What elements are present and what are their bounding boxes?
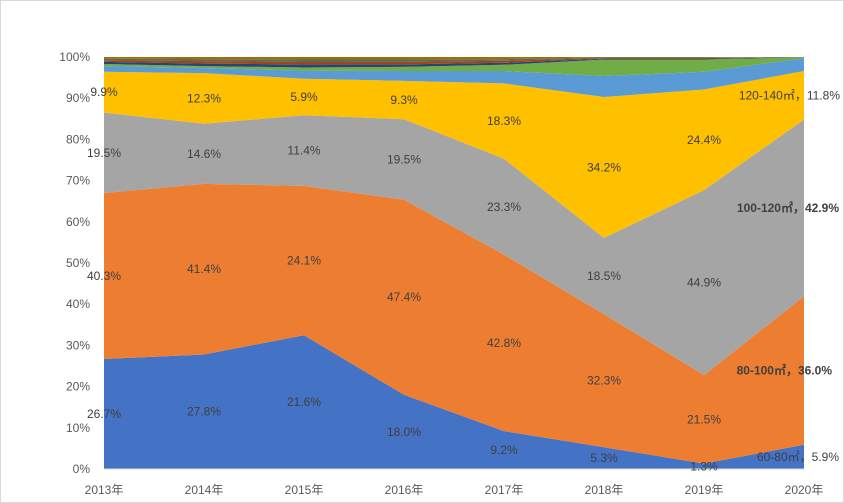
data-label: 18.5% [587,269,621,283]
x-tick-label: 2019年 [685,483,724,497]
data-label: 18.0% [387,425,421,439]
y-tick-label: 30% [66,338,90,352]
y-tick-label: 60% [66,215,90,229]
data-label: 21.6% [287,395,321,409]
data-label: 24.1% [287,254,321,268]
y-tick-label: 0% [73,462,91,476]
x-tick-label: 2013年 [85,483,124,497]
data-label: 9.9% [90,85,118,99]
x-tick-label: 2014年 [185,483,224,497]
series-end-label: 120-140㎡，11.8% [739,88,841,102]
area-100-120-sqm [104,112,804,376]
data-label: 41.4% [187,262,221,276]
data-label: 11.4% [287,144,320,158]
area-series-7 [104,57,804,68]
data-label: 26.7% [87,407,121,421]
y-tick-label: 20% [66,380,90,394]
data-labels: 26.7% 27.8% 21.6% 18.0% 9.2% 5.3% 1.3% 60-80㎡，5… [87,85,840,473]
data-label: 19.5% [87,146,121,160]
x-tick-label: 2017年 [485,483,524,497]
data-label: 21.5% [687,412,721,426]
x-tick-label: 2018年 [585,483,624,497]
data-label: 42.8% [487,336,521,350]
y-tick-label: 50% [66,256,90,270]
data-label: 34.2% [587,160,621,174]
y-tick-label: 90% [66,91,90,105]
x-tick-label: 2015年 [285,483,324,497]
y-tick-label: 80% [66,132,90,146]
area-series-5 [104,58,804,97]
series-end-label: 100-120㎡，42.9% [737,200,839,215]
data-label: 27.8% [187,405,221,419]
data-label: 12.3% [187,91,221,105]
data-label: 5.3% [590,451,618,465]
data-label: 9.3% [390,93,418,107]
series-end-label: 80-100㎡，36.0% [737,363,833,378]
y-axis: 0% 10% 20% 30% 40% 50% 60% 70% 80% 90% 100% [59,50,90,476]
plot-areas [104,57,804,469]
data-label: 32.3% [587,374,621,388]
data-label: 1.3% [690,459,718,473]
area-80-100-sqm [104,183,804,464]
data-label: 5.9% [290,90,318,104]
area-60-80-sqm [104,335,804,469]
data-label: 44.9% [687,276,721,290]
area-series-10 [104,57,804,60]
y-tick-label: 10% [66,421,90,435]
x-tick-label: 2016年 [385,483,424,497]
area-120-140-sqm [104,71,804,238]
area-series-8 [104,57,804,65]
data-label: 47.4% [387,290,421,304]
series-end-label: 60-80㎡，5.9% [757,450,839,464]
data-label: 24.4% [687,133,721,147]
data-label: 14.6% [187,147,221,161]
x-axis: 2013年 2014年 2015年 2016年 2017年 2018年 2019年 2020年 [85,483,824,497]
y-tick-label: 40% [66,297,90,311]
area-series-6 [104,57,804,76]
y-tick-label: 100% [59,50,90,64]
data-label: 18.3% [487,114,521,128]
x-tick-label: 2020年 [785,483,824,497]
data-label: 19.5% [387,152,421,166]
data-label: 23.3% [487,200,521,214]
data-label: 40.3% [87,269,121,283]
area-series-9 [104,57,804,62]
data-label: 9.2% [490,443,518,457]
y-tick-label: 70% [66,174,90,188]
